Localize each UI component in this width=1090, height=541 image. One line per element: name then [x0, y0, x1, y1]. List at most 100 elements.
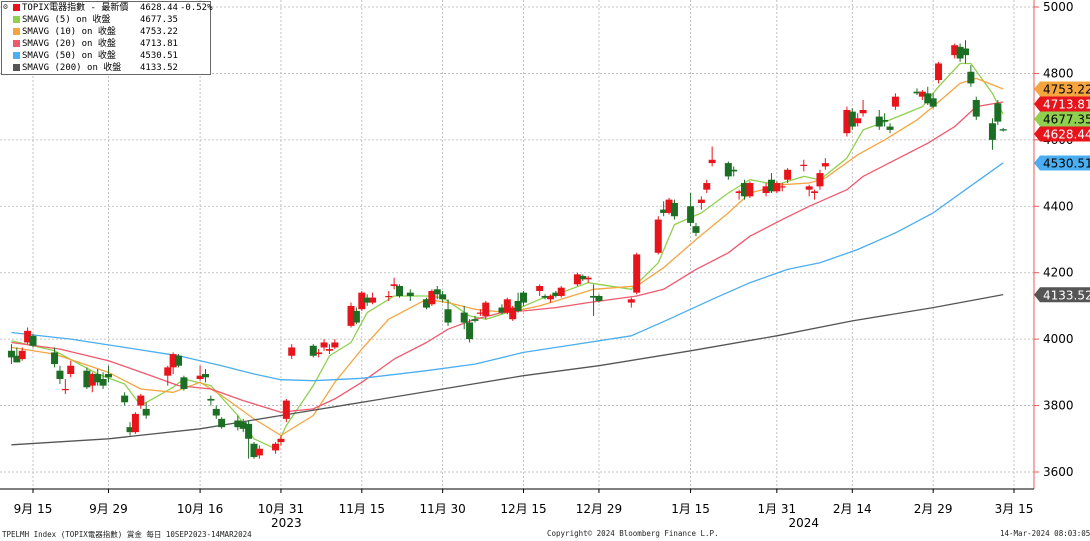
candle-body: [369, 297, 377, 303]
candle: [250, 442, 258, 459]
price-tag: 4133.52: [1034, 287, 1090, 303]
candle: [282, 398, 290, 423]
candle: [121, 392, 129, 406]
legend-change: -0.52%: [180, 3, 213, 13]
candle-body: [18, 350, 26, 360]
candle-body: [891, 96, 899, 107]
candle: [180, 375, 188, 391]
sma-line: [11, 293, 1004, 446]
y-tick-label: 5000: [1043, 0, 1074, 14]
candle-body: [352, 310, 360, 323]
candle: [369, 292, 377, 305]
candle-body: [740, 183, 748, 197]
candle-body: [180, 377, 188, 389]
candle-body: [627, 299, 635, 303]
candle-body: [660, 209, 668, 213]
x-axis: 9月 15 9月 29 10月 16 10月 31 11月 15 11月 30 12月 15…: [0, 488, 1034, 530]
candle: [104, 365, 112, 383]
candle: [18, 347, 26, 361]
candle: [320, 339, 328, 351]
candle: [805, 184, 813, 197]
candle-body: [670, 202, 678, 217]
candle: [670, 199, 678, 220]
candle: [428, 289, 436, 306]
candle: [131, 412, 139, 434]
candle-body: [358, 292, 366, 310]
candle: [503, 297, 511, 315]
candle: [665, 197, 673, 215]
candle-body: [347, 305, 355, 326]
candle: [843, 106, 851, 137]
candle: [245, 420, 253, 459]
legend-label: SMAVG (20) on 收盤: [22, 39, 116, 49]
candle: [169, 352, 177, 375]
candle-body: [320, 342, 328, 348]
x-tick-label: 1月 15: [671, 502, 710, 516]
candle-body: [773, 183, 781, 192]
candle-body: [422, 299, 430, 308]
gear-icon[interactable]: ⚙: [3, 2, 8, 11]
legend-item: SMAVG (20) on 收盤 4713.81: [2, 38, 210, 50]
candle-body: [988, 123, 996, 140]
candle-body: [935, 63, 943, 81]
y-tick-label: 4200: [1043, 266, 1074, 280]
candle-body: [218, 418, 226, 428]
candle-body: [406, 292, 414, 296]
price-tag-bg: [1034, 126, 1090, 142]
price-tag: 4530.51: [1034, 155, 1090, 171]
y-tick-label: 4400: [1043, 199, 1074, 213]
candle-body: [843, 109, 851, 134]
x-tick-label: 11月 30: [419, 502, 465, 516]
candle-body: [433, 289, 441, 295]
candle: [746, 181, 754, 198]
candle-body: [104, 374, 112, 378]
sma-line: [11, 162, 1004, 382]
candle-body: [724, 163, 732, 177]
candle: [697, 196, 705, 210]
candle: [406, 289, 414, 301]
candle: [272, 442, 280, 454]
candle-body: [999, 129, 1007, 131]
legend-item: SMAVG (10) on 收盤 4753.22: [2, 26, 210, 38]
candle-body: [99, 379, 107, 386]
candle-body: [778, 186, 786, 188]
price-tag-bg: [1034, 81, 1090, 97]
x-tick-label: 9月 29: [89, 502, 128, 516]
candle-body: [541, 295, 549, 298]
candle: [164, 365, 172, 386]
x-tick-label: 2月 14: [833, 502, 872, 516]
candle-body: [913, 91, 921, 94]
candle-body: [881, 119, 889, 122]
candle: [460, 305, 468, 330]
legend-item: TOPIX電器指數 - 最新價 4628.44 -0.52%: [2, 2, 213, 14]
footer-timestamp: 14-Mar-2024 08:03:05: [1000, 529, 1090, 538]
candle-body: [390, 284, 398, 286]
candle: [740, 179, 748, 200]
footer-copyright: Copyright© 2024 Bloomberg Finance L.P.: [547, 529, 719, 538]
legend-value: 4530.51: [140, 51, 178, 61]
candle-body: [929, 98, 937, 107]
candle-body: [88, 374, 96, 386]
legend-label: SMAVG (200) on 收盤: [22, 63, 122, 73]
candle: [444, 299, 452, 326]
candle: [875, 109, 883, 130]
candle: [541, 294, 549, 300]
candle-body: [546, 295, 554, 300]
price-tag: 4677.35: [1034, 111, 1090, 127]
candle: [142, 402, 150, 419]
candle-body: [816, 173, 824, 187]
candle: [961, 40, 969, 64]
candle-body: [848, 111, 856, 127]
candle-body: [800, 164, 808, 166]
candle: [633, 252, 641, 295]
candle: [999, 127, 1007, 132]
candle: [126, 422, 134, 436]
candle-body: [961, 48, 969, 56]
legend: ⚙ TOPIX電器指數 - 最新價 4628.44 -0.52% SMAVG (5) …: [1, 1, 213, 75]
sma-line: [11, 101, 1004, 413]
candle-body: [444, 309, 452, 323]
candle-body: [633, 254, 641, 293]
candle-body: [7, 350, 15, 358]
candle: [509, 305, 517, 321]
